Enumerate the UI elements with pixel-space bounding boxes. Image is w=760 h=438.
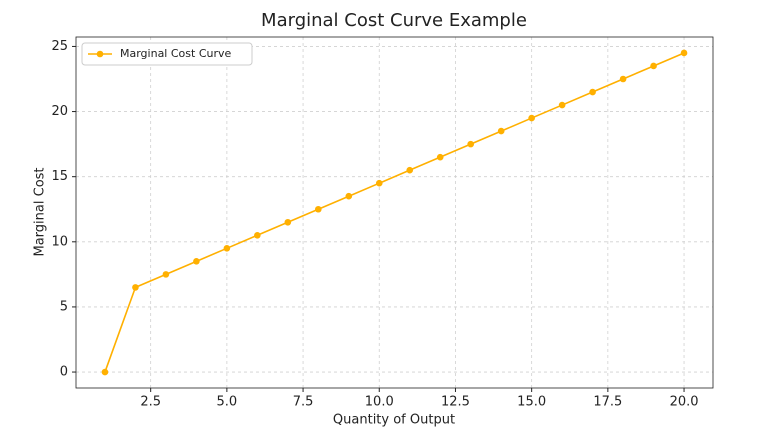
point bbox=[680, 49, 688, 57]
legend-label: Marginal Cost Curve bbox=[120, 47, 232, 60]
point bbox=[193, 258, 200, 265]
point bbox=[132, 284, 139, 291]
legend-marker bbox=[96, 50, 104, 58]
y-tick-label: 20 bbox=[51, 104, 68, 119]
x-tick-label: 12.5 bbox=[441, 395, 470, 410]
line bbox=[104, 52, 685, 373]
point bbox=[101, 368, 109, 376]
plot-frame bbox=[75, 36, 714, 389]
point bbox=[162, 271, 170, 278]
point bbox=[315, 205, 322, 213]
point bbox=[589, 88, 596, 96]
y-tick-label: 15 bbox=[51, 169, 68, 184]
point bbox=[284, 218, 292, 226]
y-tick-label: 0 bbox=[60, 365, 68, 380]
x-axis-label: Quantity of Output bbox=[333, 413, 455, 428]
point bbox=[223, 245, 231, 252]
point bbox=[650, 62, 657, 70]
point bbox=[436, 153, 444, 161]
point bbox=[619, 75, 627, 83]
chart-title: Marginal Cost Curve Example bbox=[261, 10, 527, 31]
x-tick-label: 10.0 bbox=[365, 395, 394, 410]
point bbox=[254, 231, 261, 239]
point bbox=[345, 192, 353, 200]
point bbox=[406, 166, 414, 174]
y-tick-label: 10 bbox=[51, 234, 68, 249]
legend-box bbox=[81, 42, 253, 66]
x-tick-label: 20.0 bbox=[670, 395, 699, 410]
point bbox=[467, 140, 474, 148]
x-tick-label: 7.5 bbox=[293, 395, 314, 410]
x-tick-label: 15.0 bbox=[517, 395, 546, 410]
x-tick-label: 17.5 bbox=[593, 395, 622, 410]
point bbox=[558, 101, 566, 109]
y-tick-label: 25 bbox=[51, 39, 68, 54]
point bbox=[497, 127, 505, 135]
point bbox=[528, 114, 535, 122]
point bbox=[375, 179, 383, 187]
x-tick-label: 5.0 bbox=[217, 395, 238, 410]
x-tick-label: 2.5 bbox=[140, 395, 161, 410]
y-tick-label: 5 bbox=[60, 299, 68, 314]
y-axis-label: Marginal Cost bbox=[33, 167, 48, 256]
